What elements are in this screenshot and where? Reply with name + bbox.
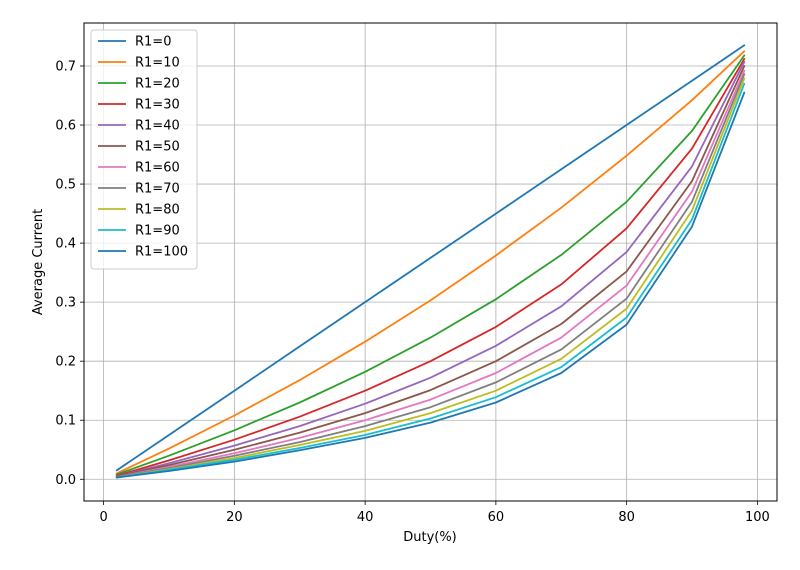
plot-frame — [83, 22, 778, 502]
series-line-r1-0 — [115, 44, 746, 472]
legend-entry-label: R1=30 — [135, 98, 180, 113]
legend: R1=0 R1=10 R1=20 R1=30 R1=40 R1=50 R1=60 R1=70 R… — [90, 29, 198, 270]
series-line-r1-90 — [115, 82, 746, 479]
y-axis-label: Average Current — [31, 209, 46, 315]
series-line-r1-50 — [115, 65, 746, 478]
grid — [84, 23, 777, 501]
legend-entry-label: R1=90 — [135, 224, 180, 239]
legend-entry-label: R1=100 — [135, 245, 188, 260]
y-tick-label: 0.7 — [55, 59, 76, 74]
y-tick-label: 0.0 — [55, 473, 76, 488]
x-tick-label: 20 — [226, 510, 243, 525]
legend-entry-label: R1=80 — [135, 203, 180, 218]
legend-entry-label: R1=50 — [135, 140, 180, 155]
x-tick-label: 40 — [357, 510, 374, 525]
legend-entry-label: R1=40 — [135, 119, 180, 134]
y-tick-label: 0.1 — [55, 414, 76, 429]
x-tick-label: 100 — [745, 510, 770, 525]
y-tick-label: 0.4 — [55, 237, 76, 252]
axis-ticks: 0 20 40 60 80 100 0.0 0.1 0.2 0.3 0.4 0.5 0.6 0.7 — [55, 59, 769, 525]
x-tick-label: 80 — [618, 510, 635, 525]
series-line-r1-70 — [115, 73, 746, 478]
x-tick-label: 0 — [99, 510, 107, 525]
series-line-r1-10 — [115, 50, 746, 475]
y-tick-label: 0.3 — [55, 296, 76, 311]
legend-entry-label: R1=60 — [135, 161, 180, 176]
legend-entry-label: R1=0 — [135, 35, 171, 50]
series-lines — [115, 44, 746, 479]
series-line-r1-40 — [115, 60, 746, 478]
x-tick-label: 60 — [488, 510, 505, 525]
legend-entry-label: R1=20 — [135, 77, 180, 92]
series-line-r1-60 — [115, 69, 746, 478]
series-line-r1-20 — [115, 54, 746, 476]
legend-entry-label: R1=10 — [135, 56, 180, 71]
series-line-r1-80 — [115, 77, 746, 479]
y-tick-label: 0.6 — [55, 119, 76, 134]
series-line-r1-30 — [115, 58, 746, 477]
x-axis-label: Duty(%) — [403, 530, 457, 545]
y-tick-label: 0.5 — [55, 178, 76, 193]
legend-entry-label: R1=70 — [135, 182, 180, 197]
series-line-r1-100 — [115, 91, 746, 479]
y-tick-label: 0.2 — [55, 355, 76, 370]
